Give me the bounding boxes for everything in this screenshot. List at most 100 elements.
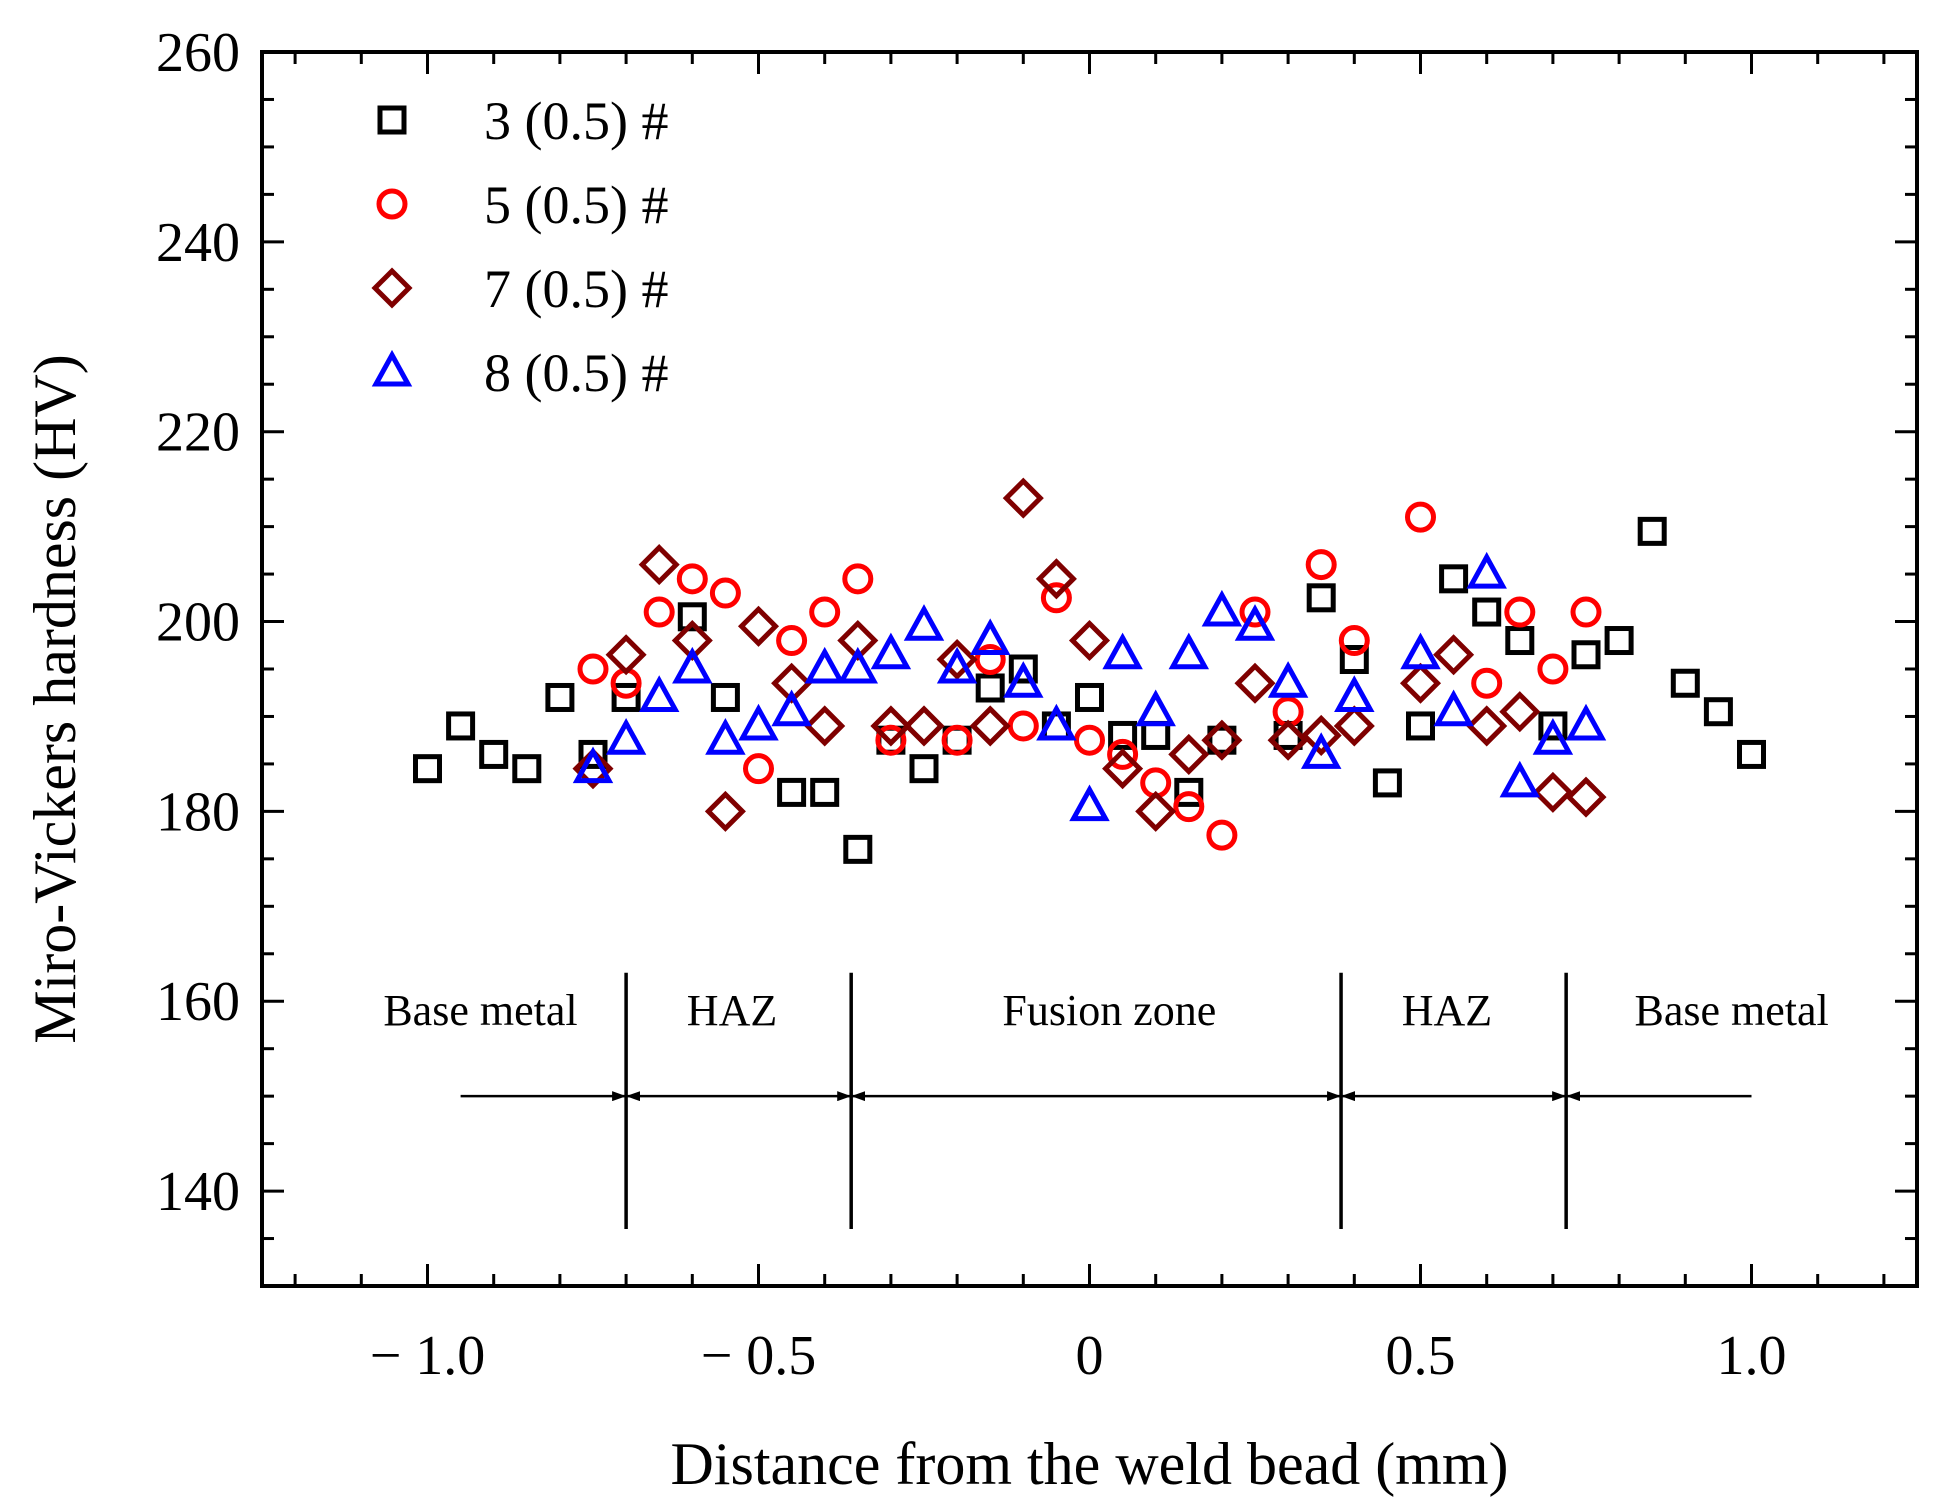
data-point-circle (743, 753, 774, 785)
data-point-diamond (1433, 634, 1475, 676)
data-point-square (1472, 597, 1502, 627)
data-point-diamond (1565, 776, 1607, 818)
data-point-square (677, 602, 707, 632)
data-point-diamond (969, 705, 1011, 747)
data-point-triangle (1466, 551, 1507, 589)
data-point-triangle (936, 646, 978, 684)
data-point-square (1670, 668, 1700, 698)
data-point-diamond (572, 748, 614, 790)
data-point-circle (1471, 667, 1503, 699)
data-point-diamond (1201, 719, 1243, 761)
data-point-square (1339, 645, 1369, 675)
data-point-diamond (1102, 748, 1144, 790)
data-point-triangle (1532, 718, 1574, 755)
legend-label: 7 (0.5) # (484, 259, 668, 319)
data-point-diamond (1267, 719, 1309, 761)
data-point-triangle (1433, 689, 1474, 727)
data-point-diamond (837, 619, 879, 662)
data-point-triangle (1003, 661, 1044, 698)
data-point-square (1737, 739, 1766, 769)
data-point-square (1108, 720, 1138, 750)
data-point-square (446, 711, 476, 741)
data-point-circle (776, 625, 808, 657)
y-tick-label: 200 (156, 592, 240, 654)
data-point-square (578, 739, 608, 769)
zone-label: HAZ (687, 986, 777, 1035)
series-4 (572, 551, 1607, 822)
data-point-circle (842, 563, 874, 595)
data-point-triangle (1069, 784, 1110, 822)
series-2 (577, 501, 1602, 851)
data-point-circle (1173, 791, 1205, 823)
data-point-square (1008, 654, 1038, 684)
data-point-diamond (936, 638, 978, 681)
data-point-square (1604, 626, 1634, 656)
data-point-circle (1305, 549, 1337, 581)
data-point-diamond (671, 619, 713, 662)
data-point-triangle (804, 646, 845, 684)
data-point-diamond (704, 790, 746, 832)
data-point-triangle (1334, 675, 1375, 712)
data-point-triangle (1168, 632, 1210, 670)
data-point-diamond (1002, 477, 1044, 519)
legend-marker-triangle (371, 349, 413, 387)
data-point-square (710, 682, 740, 712)
x-tick-label: − 0.5 (701, 1325, 817, 1387)
data-point-square (843, 834, 873, 864)
data-point-square (1141, 720, 1171, 750)
plot-border (260, 50, 1919, 1288)
legend-marker-diamond (371, 267, 413, 309)
data-point-square (512, 754, 542, 784)
data-point-diamond (1466, 705, 1508, 747)
data-point-square (810, 777, 840, 807)
data-point-diamond (1234, 662, 1276, 704)
data-point-square (777, 777, 807, 807)
data-point-triangle (1565, 703, 1607, 741)
data-point-square (1505, 626, 1535, 656)
data-point-circle (1074, 724, 1105, 756)
data-point-square (479, 739, 509, 769)
data-point-circle (1107, 738, 1139, 770)
data-point-diamond (605, 634, 647, 676)
data-point-triangle (1102, 632, 1143, 670)
data-point-square (1406, 711, 1435, 741)
data-point-circle (1338, 625, 1370, 657)
data-point-square (1637, 516, 1667, 546)
data-point-circle (1007, 710, 1039, 742)
data-point-diamond (1532, 771, 1574, 813)
legend: 3 (0.5) # 5 (0.5) # 7 (0.5) # 8 (0.5) # (371, 91, 668, 403)
data-point-triangle (672, 646, 713, 684)
x-tick-label: 0.5 (1386, 1325, 1456, 1387)
legend-label: 3 (0.5) # (484, 91, 668, 151)
data-point-triangle (1300, 732, 1342, 769)
x-tick-label: − 1.0 (370, 1325, 486, 1387)
data-point-square (1372, 768, 1402, 798)
data-point-triangle (1499, 760, 1541, 798)
data-point-triangle (572, 746, 614, 784)
data-point-diamond (804, 705, 846, 747)
series-3 (572, 477, 1607, 832)
data-point-triangle (1135, 689, 1176, 727)
y-tick-label: 220 (156, 402, 240, 464)
data-point-square (611, 682, 641, 712)
data-point-circle (1504, 596, 1536, 628)
y-tick-label: 180 (156, 781, 240, 843)
data-point-square (413, 754, 442, 784)
legend-marker-square (377, 105, 407, 135)
data-point-triangle (605, 718, 647, 755)
y-tick-label: 240 (156, 212, 240, 274)
data-point-diamond (638, 544, 680, 586)
data-point-triangle (903, 604, 945, 641)
data-point-circle (1570, 596, 1602, 628)
data-point-diamond (1333, 705, 1375, 747)
data-point-diamond (737, 605, 780, 647)
data-point-triangle (969, 618, 1011, 656)
data-point-diamond (903, 705, 945, 747)
data-point-triangle (837, 646, 879, 684)
y-tick-label: 260 (156, 22, 240, 84)
data-point-circle (577, 653, 609, 685)
data-point-triangle (1201, 589, 1243, 627)
data-point-triangle (705, 718, 746, 755)
x-tick-label: 1.0 (1717, 1325, 1787, 1387)
